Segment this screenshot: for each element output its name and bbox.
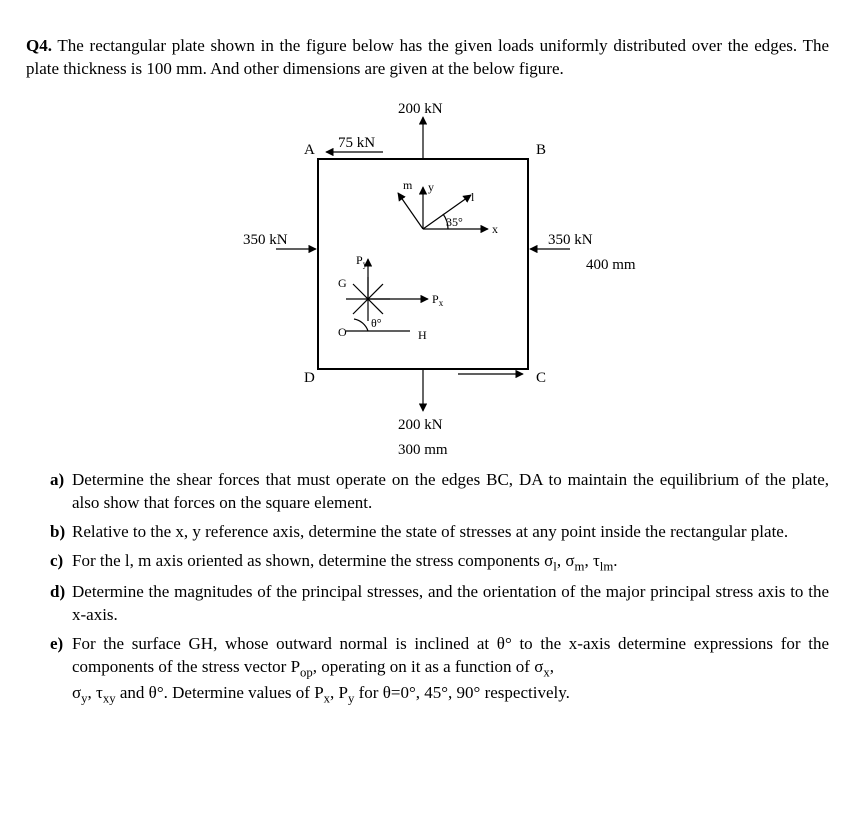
- part-c-t4: .: [613, 551, 617, 570]
- part-c-s3: lm: [600, 559, 613, 573]
- dim-width: 300 mm: [398, 442, 448, 458]
- corner-A: A: [304, 142, 315, 158]
- y-axis-label: y: [428, 180, 434, 194]
- load-left-label: 350 kN: [243, 232, 288, 248]
- inner-H: H: [418, 328, 427, 342]
- part-c-t1: For the l, m axis oriented as shown, det…: [72, 551, 553, 570]
- part-c-t2: , σ: [557, 551, 575, 570]
- m-axis-label: m: [403, 178, 413, 192]
- part-e-t2: , operating on it as a function of σ: [313, 657, 544, 676]
- l-axis-label: l: [471, 190, 475, 204]
- part-d-marker: d): [50, 581, 65, 604]
- part-e-l2b: , τ: [88, 683, 103, 702]
- plate-figure: A B C D 200 kN 200 kN 350 kN 350 kN 75 k…: [188, 99, 668, 459]
- part-c-marker: c): [50, 550, 63, 573]
- part-b-text: Relative to the x, y reference axis, det…: [72, 522, 788, 541]
- inner-O: O: [338, 325, 347, 339]
- load-bottom-label: 200 kN: [398, 417, 443, 433]
- figure-container: A B C D 200 kN 200 kN 350 kN 350 kN 75 k…: [26, 99, 829, 459]
- inner-G: G: [338, 276, 347, 290]
- angle-lm-label: 35°: [446, 215, 463, 229]
- px-label: Px: [432, 292, 444, 308]
- corner-C: C: [536, 370, 546, 386]
- part-d: d) Determine the magnitudes of the princ…: [50, 581, 829, 627]
- part-e-t3: ,: [550, 657, 554, 676]
- theta-arc: [354, 319, 368, 331]
- question-text: The rectangular plate shown in the figur…: [26, 36, 829, 78]
- part-c: c) For the l, m axis oriented as shown, …: [50, 550, 829, 576]
- part-e-l2d: , P: [330, 683, 348, 702]
- question-label: Q4.: [26, 36, 52, 55]
- part-e-l2a: σ: [72, 683, 81, 702]
- part-e-l2sb: xy: [103, 691, 116, 705]
- m-axis: [398, 193, 423, 229]
- part-e-s1: op: [300, 665, 313, 679]
- x-axis-label: x: [492, 222, 498, 236]
- inner-element: G H Py Px O θ°: [338, 253, 444, 342]
- part-c-s2: m: [575, 559, 585, 573]
- load-shear-top-label: 75 kN: [338, 135, 375, 151]
- part-b: b) Relative to the x, y reference axis, …: [50, 521, 829, 544]
- corner-D: D: [304, 370, 315, 386]
- part-e: e) For the surface GH, whose outward nor…: [50, 633, 829, 707]
- part-e-marker: e): [50, 633, 63, 656]
- part-a-text: Determine the shear forces that must ope…: [72, 470, 829, 512]
- part-b-marker: b): [50, 521, 65, 544]
- corner-B: B: [536, 142, 546, 158]
- load-top-label: 200 kN: [398, 101, 443, 117]
- part-e-l2c: and θ°. Determine values of P: [116, 683, 324, 702]
- parts-list: a) Determine the shear forces that must …: [26, 469, 829, 707]
- part-c-t3: , τ: [584, 551, 599, 570]
- part-d-text: Determine the magnitudes of the principa…: [72, 582, 829, 624]
- py-label: Py: [356, 253, 368, 269]
- part-a-marker: a): [50, 469, 64, 492]
- part-a: a) Determine the shear forces that must …: [50, 469, 829, 515]
- theta-label: θ°: [371, 316, 382, 330]
- question-intro: Q4. The rectangular plate shown in the f…: [26, 35, 829, 81]
- load-right-label: 350 kN: [548, 232, 593, 248]
- dim-height: 400 mm: [586, 257, 636, 273]
- part-e-l2e: for θ=0°, 45°, 90° respectively.: [354, 683, 569, 702]
